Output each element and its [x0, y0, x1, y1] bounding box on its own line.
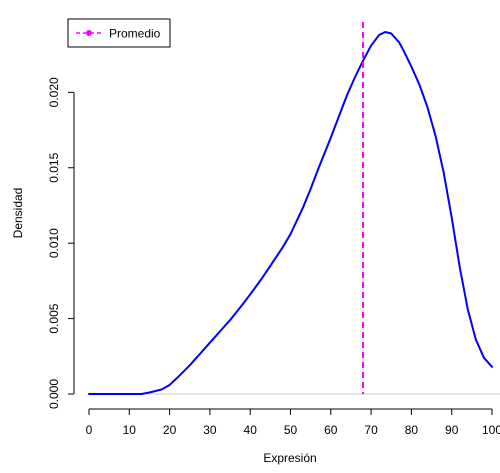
x-tick-label: 60 — [324, 423, 338, 437]
y-tick-label: 0.015 — [47, 152, 61, 182]
x-tick-label: 10 — [123, 423, 137, 437]
y-axis-title: Densidad — [11, 188, 25, 239]
x-axis-title: Expresión — [263, 451, 316, 465]
y-tick-label: 0.000 — [47, 379, 61, 409]
y-tick-label: 0.010 — [47, 228, 61, 258]
x-tick-label: 50 — [284, 423, 298, 437]
y-tick-label: 0.005 — [47, 303, 61, 333]
legend-label: Promedio — [109, 27, 161, 41]
x-tick-label: 80 — [405, 423, 419, 437]
x-tick-label: 90 — [445, 423, 459, 437]
density-curve — [88, 31, 493, 395]
x-tick-label: 20 — [163, 423, 177, 437]
legend: Promedio — [67, 18, 171, 48]
x-tick-label: 70 — [364, 423, 378, 437]
x-tick-label: 100 — [482, 423, 500, 437]
y-tick-label: 0.020 — [47, 77, 61, 107]
legend-swatch-point — [86, 30, 92, 36]
x-tick-label: 0 — [86, 423, 93, 437]
x-tick-label: 30 — [203, 423, 217, 437]
x-tick-label: 40 — [244, 423, 258, 437]
